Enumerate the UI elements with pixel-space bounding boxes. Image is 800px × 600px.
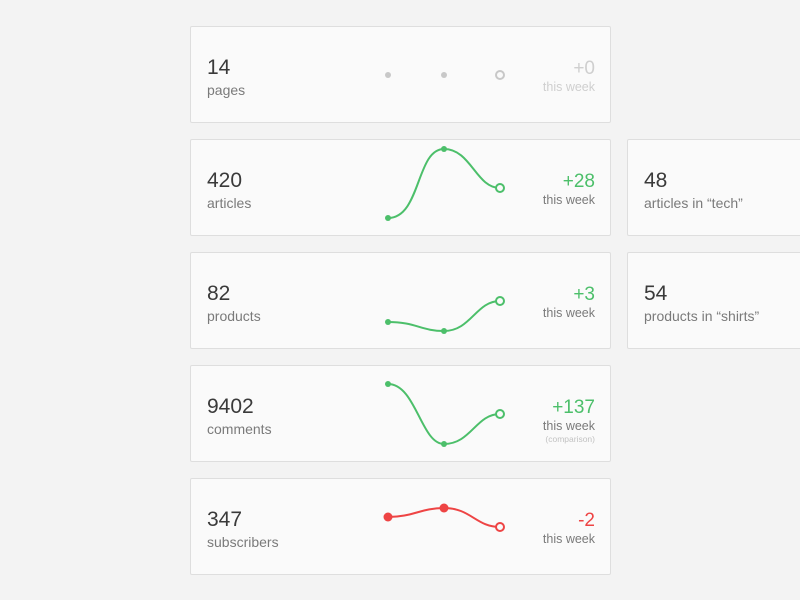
data-point <box>441 328 447 334</box>
data-point <box>385 319 391 325</box>
stat-delta: +0 <box>573 58 595 79</box>
stat-card-articles[interactable]: 420 articles +28 this week <box>190 139 611 236</box>
stat-period: this week <box>542 532 595 546</box>
stat-label: pages <box>207 82 246 98</box>
stat-label: articles <box>207 195 252 211</box>
comparison-note: (comparison) <box>545 434 595 444</box>
stat-delta: +137 <box>552 397 595 418</box>
data-point <box>385 381 391 387</box>
data-point <box>441 72 447 78</box>
sparkline-chart <box>785 177 800 179</box>
stat-value: 48 <box>644 169 668 192</box>
stat-delta: +28 <box>562 171 595 192</box>
current-point <box>495 70 505 80</box>
stat-label: products <box>207 308 261 324</box>
sparkline-chart <box>348 146 541 221</box>
current-point <box>495 522 505 532</box>
stat-delta: -2 <box>578 510 595 531</box>
sub-stat-card-tech[interactable]: 48 articles in “tech” <box>627 139 800 236</box>
stat-label: products in “shirts” <box>644 308 760 324</box>
stat-card-subscribers[interactable]: 347 subscribers -2 this week <box>190 478 611 575</box>
stat-period: this week <box>542 193 595 207</box>
stat-label: subscribers <box>207 534 279 550</box>
stat-period: this week <box>542 419 595 433</box>
stat-period: this week <box>542 306 595 320</box>
data-point <box>385 215 391 221</box>
sparkline-chart <box>348 503 541 532</box>
stat-value: 14 <box>207 56 231 79</box>
sub-stat-card-shirts[interactable]: 54 products in “shirts” <box>627 252 800 349</box>
stat-card-products[interactable]: 82 products +3 this week <box>190 252 611 349</box>
stat-value: 82 <box>207 282 231 305</box>
stat-value: 347 <box>207 508 243 531</box>
stat-value: 54 <box>644 282 668 305</box>
stat-value: 420 <box>207 169 243 192</box>
stat-delta: +3 <box>573 284 595 305</box>
sparkline-chart <box>348 70 539 80</box>
stat-card-comments[interactable]: 9402 comments +137 this week (comparison… <box>190 365 611 462</box>
sparkline-chart <box>348 381 541 447</box>
stat-value: 9402 <box>207 395 254 418</box>
data-point <box>383 512 393 522</box>
data-point <box>441 441 447 447</box>
stat-period: this week <box>542 80 595 94</box>
sparkline-chart <box>785 321 800 323</box>
current-point <box>495 183 505 193</box>
stat-card-pages[interactable]: 14 pages +0 this week <box>190 26 611 123</box>
current-point <box>495 296 505 306</box>
data-point <box>439 503 449 513</box>
stat-label: comments <box>207 421 272 437</box>
sparkline-chart <box>348 296 541 334</box>
data-point <box>385 72 391 78</box>
stat-label: articles in “tech” <box>644 195 743 211</box>
current-point <box>495 409 505 419</box>
data-point <box>441 146 447 152</box>
